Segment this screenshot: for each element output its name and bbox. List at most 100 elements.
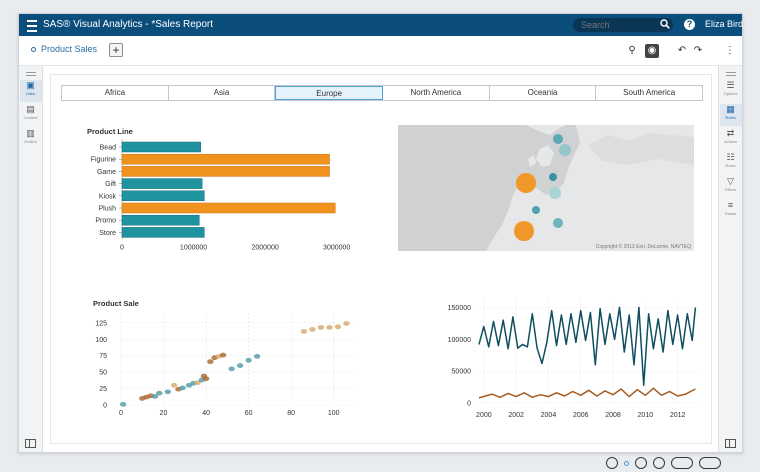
scatter-point[interactable] bbox=[156, 390, 163, 396]
more-options-icon[interactable]: ⋮ bbox=[725, 45, 735, 56]
report-toolbar: Product Sales + ⚲ ◉ ↶ ↷ ⋮ bbox=[19, 36, 742, 66]
pager-dot-icon[interactable] bbox=[635, 457, 647, 469]
collapse-left-panel-icon[interactable] bbox=[25, 439, 36, 448]
bar[interactable] bbox=[121, 202, 336, 214]
rail-item-actions[interactable]: ⇄ Actions bbox=[720, 128, 742, 150]
sales-time-series-line-chart[interactable]: 0 50000 100000 150000 2000 2002 2004 2006 2008 20… bbox=[407, 287, 703, 427]
scatter-x-tick-label: 100 bbox=[328, 410, 340, 417]
rail-item-roles[interactable]: ▦ Roles bbox=[719, 104, 742, 126]
map-bubble[interactable] bbox=[549, 187, 561, 199]
region-button-africa[interactable]: Africa bbox=[62, 86, 169, 100]
bar[interactable] bbox=[121, 141, 201, 153]
scatter-point[interactable] bbox=[164, 389, 171, 395]
search-icon[interactable] bbox=[660, 19, 670, 29]
pager-pill-icon[interactable] bbox=[699, 457, 721, 469]
europe-bubble-map[interactable]: Copyright © 2013 Esri, DeLorme, NAVTEQ bbox=[398, 125, 694, 251]
scatter-point[interactable] bbox=[151, 394, 159, 399]
bar[interactable] bbox=[121, 153, 330, 165]
region-button-north-america[interactable]: North America bbox=[383, 86, 490, 100]
scatter-point[interactable] bbox=[170, 382, 178, 388]
product-line-bar-chart[interactable]: Product Line Bead Figurine Game Gift Kiosk Plu… bbox=[65, 125, 365, 260]
scatter-point[interactable] bbox=[317, 325, 325, 330]
collapse-right-panel-icon[interactable] bbox=[725, 439, 736, 448]
scatter-point[interactable] bbox=[200, 373, 208, 379]
scatter-point[interactable] bbox=[300, 329, 308, 334]
line-y-tick-label: 150000 bbox=[448, 305, 471, 312]
scatter-point[interactable] bbox=[309, 327, 316, 332]
add-page-button[interactable]: + bbox=[109, 43, 123, 57]
rail-item-content[interactable]: ▤ Content bbox=[20, 104, 42, 126]
undo-icon[interactable]: ↶ bbox=[677, 45, 687, 56]
map-bubble[interactable] bbox=[514, 221, 534, 241]
bar-category-label: Gift bbox=[105, 181, 116, 188]
line-x-tick-label: 2004 bbox=[541, 412, 557, 419]
region-button-europe[interactable]: Europe bbox=[275, 86, 384, 100]
map-bubble[interactable] bbox=[549, 173, 557, 181]
search-input[interactable] bbox=[573, 18, 673, 32]
bar-category-label: Bead bbox=[100, 145, 116, 152]
bar-x-tick-label: 0 bbox=[120, 245, 124, 252]
map-bubble[interactable] bbox=[553, 218, 563, 228]
region-button-oceania[interactable]: Oceania bbox=[489, 86, 597, 100]
scatter-point[interactable] bbox=[219, 352, 227, 358]
rail-item-data[interactable]: ▣ Data bbox=[19, 80, 42, 102]
bar-category-label: Plush bbox=[98, 206, 116, 213]
help-icon[interactable]: ? bbox=[684, 19, 695, 30]
bar-category-label: Game bbox=[97, 169, 116, 176]
page-tab-dot-icon bbox=[31, 46, 36, 52]
page-tab-product-sales[interactable]: Product Sales bbox=[31, 44, 97, 54]
outline-icon: ▥ bbox=[26, 128, 35, 138]
scatter-point[interactable] bbox=[194, 380, 201, 386]
pager-dot-icon[interactable] bbox=[653, 457, 665, 469]
scatter-point[interactable] bbox=[236, 363, 244, 368]
pager-pill-icon[interactable] bbox=[671, 457, 693, 469]
pin-icon[interactable]: ⚲ bbox=[628, 45, 636, 56]
scatter-y-tick-label: 100 bbox=[95, 337, 107, 344]
rail-item-outline[interactable]: ▥ Outline bbox=[20, 128, 42, 150]
bar[interactable] bbox=[121, 227, 205, 238]
rail-item-options[interactable]: ☰ Options bbox=[720, 80, 742, 102]
left-rail: ▣ Data ▤ Content ▥ Outline bbox=[19, 66, 43, 452]
scatter-x-tick-label: 80 bbox=[287, 410, 295, 417]
region-button-south-america[interactable]: South America bbox=[596, 86, 703, 100]
line-x-tick-label: 2002 bbox=[508, 412, 524, 419]
user-name[interactable]: Eliza Bird bbox=[705, 19, 744, 29]
scatter-point[interactable] bbox=[119, 401, 127, 407]
map-bubble[interactable] bbox=[532, 206, 540, 214]
map-attribution: Copyright © 2013 Esri, DeLorme, NAVTEQ bbox=[596, 243, 691, 250]
title-bar: SAS® Visual Analytics - *Sales Report ? … bbox=[19, 14, 744, 36]
bar-x-tick-label: 2000000 bbox=[251, 245, 278, 252]
bar[interactable] bbox=[121, 190, 205, 202]
hamburger-menu-icon[interactable] bbox=[25, 17, 39, 32]
bar[interactable] bbox=[121, 214, 200, 226]
scatter-y-tick-label: 50 bbox=[99, 370, 107, 377]
rail-item-ranks[interactable]: ≡ Ranks bbox=[720, 200, 742, 222]
line-y-tick-label: 0 bbox=[467, 401, 471, 408]
map-bubble[interactable] bbox=[516, 173, 536, 193]
map-bubble[interactable] bbox=[559, 144, 571, 156]
scatter-point[interactable] bbox=[179, 385, 186, 391]
line-series[interactable] bbox=[478, 387, 696, 399]
map-bubble[interactable] bbox=[553, 134, 563, 144]
bar[interactable] bbox=[121, 166, 330, 177]
scatter-point[interactable] bbox=[228, 366, 235, 372]
pager-dot-icon[interactable] bbox=[624, 460, 629, 466]
scatter-point[interactable] bbox=[207, 359, 214, 365]
line-y-tick-label: 50000 bbox=[452, 369, 472, 376]
rail-grip-icon[interactable] bbox=[725, 72, 736, 76]
rail-item-rules[interactable]: ☷ Rules bbox=[720, 152, 742, 174]
redo-icon[interactable]: ↷ bbox=[693, 45, 703, 56]
scatter-point[interactable] bbox=[245, 357, 252, 363]
scatter-point[interactable] bbox=[343, 321, 350, 326]
pager-dot-icon[interactable] bbox=[606, 457, 618, 469]
view-icon[interactable]: ◉ bbox=[645, 44, 659, 58]
scatter-point[interactable] bbox=[253, 353, 261, 359]
region-button-asia[interactable]: Asia bbox=[168, 86, 276, 100]
bar[interactable] bbox=[121, 178, 203, 189]
scatter-point[interactable] bbox=[334, 324, 342, 330]
product-sale-scatter-plot[interactable]: Product Sale0255075100125020406080100Pro… bbox=[73, 297, 373, 421]
line-series[interactable] bbox=[478, 306, 697, 386]
rail-grip-icon[interactable] bbox=[25, 72, 36, 76]
scatter-point[interactable] bbox=[326, 325, 333, 330]
rail-item-filters[interactable]: ▽ Filters bbox=[720, 176, 742, 198]
